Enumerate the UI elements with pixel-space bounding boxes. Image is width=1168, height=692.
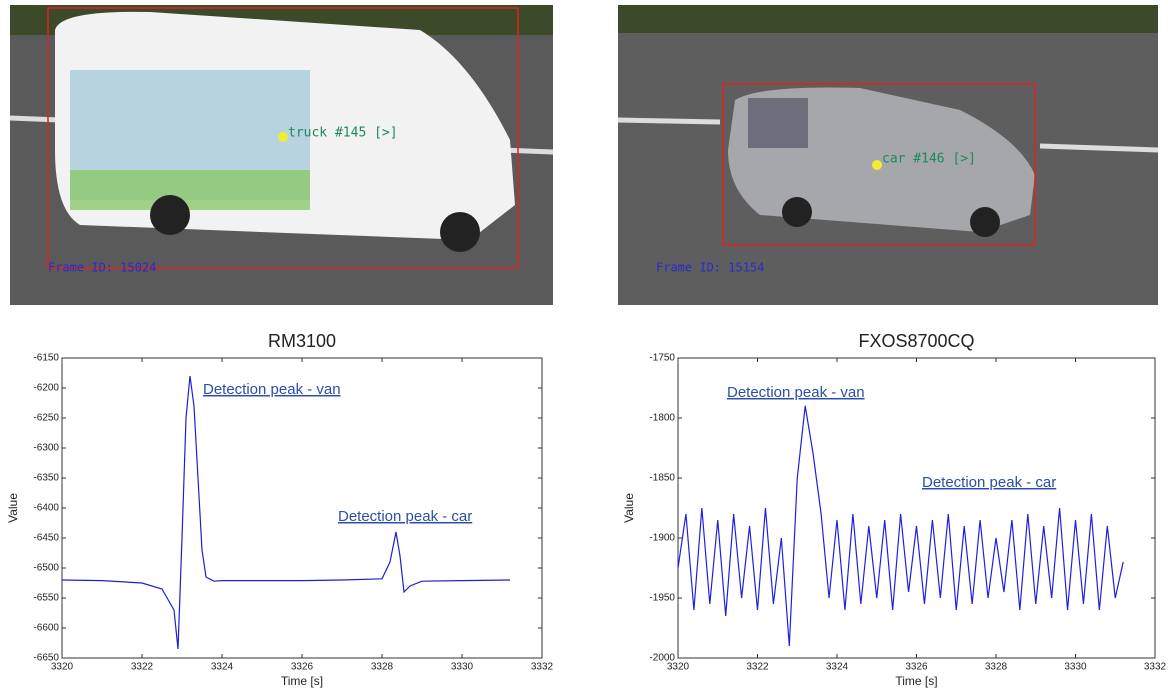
x-tick-label: 3320 [667, 662, 690, 673]
chart-title: RM3100 [268, 331, 336, 351]
detection-label: car #146 [>] [882, 152, 976, 167]
x-tick-label: 3324 [211, 662, 234, 673]
x-tick-label: 3322 [746, 662, 769, 673]
plot-area [678, 358, 1155, 658]
y-tick-label: -6550 [33, 593, 59, 604]
figure: truck #145 [>] Frame ID: 15024 car #146 … [0, 0, 1168, 692]
x-tick-label: 3328 [985, 662, 1008, 673]
detection-label: truck #145 [>] [288, 126, 398, 141]
y-tick-label: -1850 [649, 473, 675, 484]
frame-id: Frame ID: 15024 [48, 261, 156, 275]
y-axis-label: Value [6, 493, 20, 523]
x-axis-label: Time [s] [281, 674, 323, 688]
annotation: Detection peak - van [727, 384, 865, 401]
y-tick-label: -1950 [649, 593, 675, 604]
y-tick-label: -6300 [33, 443, 59, 454]
x-tick-label: 3320 [51, 662, 74, 673]
y-tick-label: -1900 [649, 533, 675, 544]
annotation: Detection peak - van [203, 381, 341, 398]
x-axis-label: Time [s] [895, 674, 937, 688]
y-tick-label: -6400 [33, 503, 59, 514]
y-tick-label: -6600 [33, 623, 59, 634]
x-tick-label: 3330 [451, 662, 474, 673]
x-tick-label: 3326 [905, 662, 928, 673]
y-tick-label: -6250 [33, 413, 59, 424]
y-tick-label: -1750 [649, 353, 675, 364]
photo-car: car #146 [>] Frame ID: 15154 [618, 5, 1158, 305]
frame-id: Frame ID: 15154 [656, 261, 764, 275]
photo-van: truck #145 [>] Frame ID: 15024 [10, 5, 553, 305]
y-tick-label: -1800 [649, 413, 675, 424]
x-tick-label: 3328 [371, 662, 394, 673]
chart-title: FXOS8700CQ [858, 331, 974, 351]
y-tick-label: -6350 [33, 473, 59, 484]
annotation: Detection peak - car [338, 508, 472, 525]
y-tick-label: -6150 [33, 353, 59, 364]
x-tick-label: 3330 [1064, 662, 1087, 673]
x-tick-label: 3332 [1144, 662, 1167, 673]
x-tick-label: 3324 [826, 662, 849, 673]
y-axis-label: Value [622, 493, 636, 523]
x-tick-label: 3322 [131, 662, 154, 673]
x-tick-label: 3332 [531, 662, 554, 673]
annotation: Detection peak - car [922, 474, 1056, 491]
y-tick-label: -6200 [33, 383, 59, 394]
x-tick-label: 3326 [291, 662, 314, 673]
y-tick-label: -6450 [33, 533, 59, 544]
y-tick-label: -6500 [33, 563, 59, 574]
